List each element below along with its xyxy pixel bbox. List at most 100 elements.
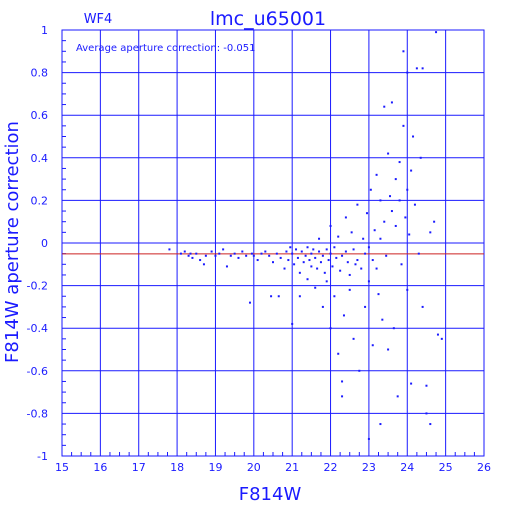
data-point bbox=[310, 265, 313, 268]
data-point bbox=[383, 220, 386, 223]
data-point bbox=[218, 252, 221, 255]
data-point bbox=[233, 252, 236, 255]
data-point bbox=[404, 216, 407, 219]
data-point bbox=[421, 67, 424, 70]
y-tick-label: -0.6 bbox=[27, 365, 48, 378]
x-tick-labels: 15 16 17 18 19 20 21 22 23 24 25 26 bbox=[55, 461, 491, 474]
data-point bbox=[360, 267, 363, 270]
data-point bbox=[364, 252, 367, 255]
data-point bbox=[373, 229, 376, 232]
data-point bbox=[337, 352, 340, 355]
data-point bbox=[358, 369, 361, 372]
data-point bbox=[369, 188, 372, 191]
data-point bbox=[410, 382, 413, 385]
data-point bbox=[291, 252, 294, 255]
data-point bbox=[272, 261, 274, 264]
y-tick-label: 0.8 bbox=[31, 67, 49, 80]
data-point bbox=[410, 169, 413, 172]
data-point bbox=[412, 135, 415, 138]
data-point bbox=[295, 248, 298, 251]
x-tick-label: 15 bbox=[55, 461, 69, 474]
data-point bbox=[277, 295, 280, 298]
data-point bbox=[316, 267, 319, 270]
data-point bbox=[191, 256, 194, 259]
x-tick-label: 21 bbox=[285, 461, 299, 474]
data-point bbox=[314, 256, 317, 259]
data-point bbox=[341, 395, 344, 398]
data-point bbox=[408, 233, 411, 236]
y-tick-label: 0.4 bbox=[31, 152, 49, 165]
data-point bbox=[425, 384, 428, 387]
data-point bbox=[383, 105, 386, 108]
points-layer bbox=[168, 31, 443, 440]
data-point bbox=[202, 263, 205, 266]
data-point bbox=[415, 67, 418, 70]
data-point bbox=[304, 254, 307, 257]
y-tick-labels: -1 -0.8 -0.6 -0.4 -0.2 0 0.2 0.4 0.6 0.8 1 bbox=[27, 24, 48, 463]
data-point bbox=[214, 254, 217, 257]
data-point bbox=[362, 237, 365, 240]
data-point bbox=[346, 261, 349, 264]
data-point bbox=[275, 252, 278, 255]
data-point bbox=[348, 273, 351, 276]
data-point bbox=[352, 248, 355, 251]
data-point bbox=[229, 254, 232, 257]
data-point bbox=[245, 254, 248, 257]
data-point bbox=[402, 124, 405, 127]
data-point bbox=[333, 246, 336, 249]
data-point bbox=[429, 231, 432, 234]
y-tick-label: -0.8 bbox=[27, 407, 48, 420]
data-point bbox=[287, 259, 290, 262]
data-point bbox=[387, 348, 390, 351]
data-point bbox=[337, 235, 340, 238]
data-point bbox=[250, 252, 253, 255]
data-point bbox=[381, 318, 384, 321]
y-tick-label: -0.2 bbox=[27, 280, 48, 293]
x-tick-label: 18 bbox=[170, 461, 184, 474]
data-point bbox=[429, 423, 432, 426]
data-point bbox=[398, 161, 401, 164]
data-point bbox=[210, 250, 213, 253]
data-point bbox=[321, 305, 324, 308]
data-point bbox=[310, 252, 313, 255]
data-point bbox=[314, 286, 317, 289]
data-point bbox=[433, 220, 436, 223]
data-point bbox=[371, 259, 374, 262]
x-tick-label: 25 bbox=[439, 461, 453, 474]
data-point bbox=[237, 256, 240, 259]
data-point bbox=[375, 267, 378, 270]
data-point bbox=[187, 254, 190, 257]
data-point bbox=[379, 199, 382, 202]
data-point bbox=[421, 305, 424, 308]
data-point bbox=[183, 250, 186, 253]
data-point bbox=[327, 259, 330, 262]
data-point bbox=[342, 314, 345, 317]
data-point bbox=[339, 269, 342, 272]
data-point bbox=[325, 280, 328, 283]
y-tick-label: 1 bbox=[41, 24, 48, 37]
data-point bbox=[390, 210, 393, 213]
data-point bbox=[344, 216, 347, 219]
data-point bbox=[379, 237, 382, 240]
data-point bbox=[168, 248, 171, 251]
data-point bbox=[241, 250, 244, 253]
data-point bbox=[398, 199, 401, 202]
data-point bbox=[394, 224, 397, 227]
data-point bbox=[256, 259, 259, 262]
chip-label: WF4 bbox=[84, 12, 113, 27]
data-point bbox=[354, 263, 357, 266]
data-point bbox=[329, 224, 332, 227]
data-point bbox=[344, 250, 347, 253]
data-point bbox=[348, 288, 351, 291]
y-tick-label: 0 bbox=[41, 237, 48, 250]
data-point bbox=[312, 248, 315, 251]
data-point bbox=[318, 250, 321, 253]
data-point bbox=[179, 252, 182, 255]
data-point bbox=[306, 246, 309, 249]
data-point bbox=[371, 344, 374, 347]
data-point bbox=[394, 178, 397, 181]
data-point bbox=[333, 295, 336, 298]
x-tick-label: 23 bbox=[362, 461, 376, 474]
data-point bbox=[195, 252, 198, 255]
data-point bbox=[248, 301, 251, 304]
